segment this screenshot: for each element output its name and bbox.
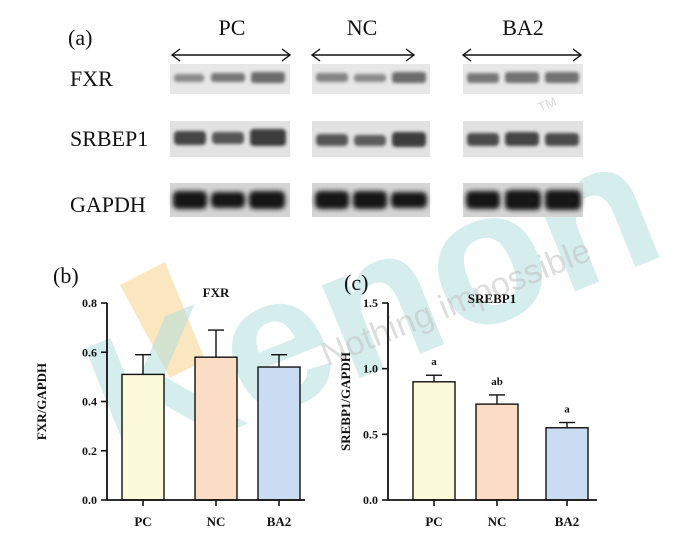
blot-row-fxr [170, 64, 583, 94]
y-tick-label: 0.2 [82, 444, 97, 458]
y-tick-label: 0.6 [82, 345, 97, 359]
blot-strip-srbep1-ba2 [463, 121, 583, 157]
blot-strip-fxr-nc [312, 64, 430, 94]
watermark-accent-shape [120, 262, 205, 378]
blot-strip-fxr-ba2 [463, 64, 583, 94]
watermark-trademark: TM [536, 94, 559, 115]
significance-letter-ba2: a [564, 404, 570, 416]
blot-strip-gapdh-pc [170, 183, 290, 217]
x-tick-label-ba2: BA2 [555, 514, 580, 529]
x-tick-label-nc: NC [207, 514, 226, 529]
x-tick-label-pc: PC [425, 514, 442, 529]
y-tick-label: 1.5 [363, 296, 378, 310]
significance-letter-nc: ab [491, 376, 503, 388]
bar-ba2 [257, 366, 301, 501]
x-tick-label-nc: NC [488, 514, 507, 529]
y-tick-label: 1.0 [363, 362, 378, 376]
y-tick-label: 0.8 [82, 296, 97, 310]
blot-strip-srbep1-nc [312, 121, 430, 157]
bar-pc [412, 381, 456, 501]
row-label-srbep1: SRBEP1 [70, 126, 148, 151]
group-label-pc: PC [219, 15, 246, 40]
panel-a-label: (a) [68, 25, 92, 50]
group-arrow-nc [310, 48, 416, 62]
y-tick-label: 0.0 [363, 493, 378, 507]
y-axis-label: FXR/GAPDH [34, 363, 49, 440]
y-axis-label: SREBP1/GAPDH [338, 352, 353, 451]
y-tick-label: 0.0 [82, 493, 97, 507]
blot-group-headers: PC NC BA2 [170, 15, 583, 62]
group-arrow-pc [170, 48, 292, 62]
blot-strip-fxr-pc [170, 64, 290, 94]
western-blot-panel: (a) PC NC BA2 FXR SRBEP1 GAPDH [68, 15, 583, 217]
row-label-gapdh: GAPDH [70, 192, 146, 217]
y-tick-label: 0.5 [363, 427, 378, 441]
bar-ba2 [545, 427, 589, 501]
group-label-ba2: BA2 [502, 15, 544, 40]
blot-row-srbep1 [170, 121, 583, 157]
bar-pc [121, 373, 165, 501]
y-tick-label: 0.4 [82, 395, 97, 409]
x-tick-label-ba2: BA2 [267, 514, 292, 529]
blot-strip-gapdh-nc [312, 183, 430, 217]
panel-b-label: (b) [53, 263, 79, 288]
chart-title: SREBP1 [468, 291, 516, 306]
chart-title: FXR [203, 285, 230, 300]
row-label-fxr: FXR [70, 66, 113, 91]
group-arrow-ba2 [461, 48, 583, 62]
group-label-nc: NC [347, 15, 378, 40]
blot-row-gapdh [170, 183, 583, 217]
fxr-bar-chart: FXR FXR/GAPDH PC NC BA2 0.0 0.2 0.4 0.6 0.8 [34, 285, 305, 529]
bar-nc [194, 356, 238, 501]
blot-strip-gapdh-ba2 [463, 183, 583, 217]
bar-nc [475, 403, 519, 501]
x-tick-label-pc: PC [134, 514, 151, 529]
srebp1-bar-chart: SREBP1 SREBP1/GAPDH a PC ab NC a BA2 0.0 0.5 1.0 1.… [338, 291, 597, 529]
significance-letter-pc: a [431, 356, 437, 368]
panel-c-label: (c) [344, 270, 368, 295]
blot-strip-srbep1-pc [170, 121, 290, 157]
